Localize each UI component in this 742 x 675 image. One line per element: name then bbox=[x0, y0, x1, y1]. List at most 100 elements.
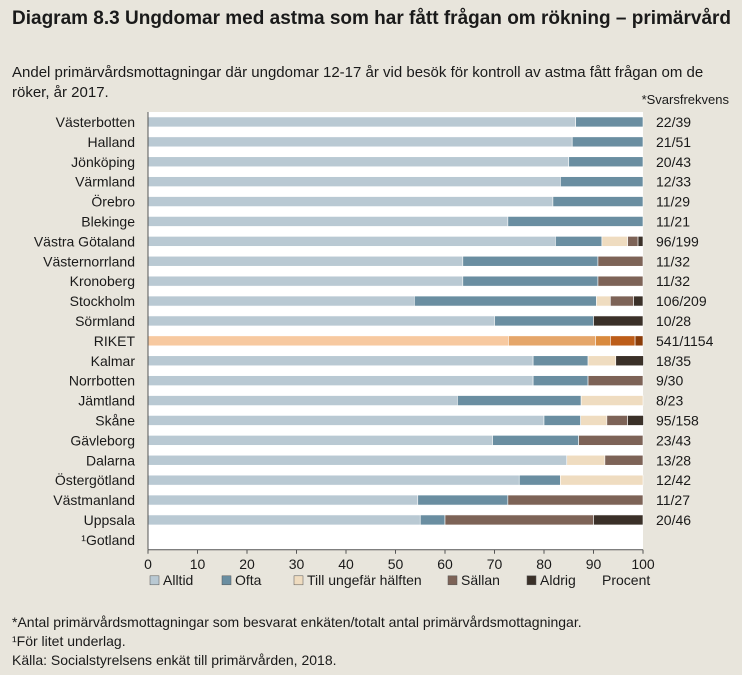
bar-västmanland-ofta bbox=[417, 494, 509, 506]
bar-skåne-sällan bbox=[606, 415, 628, 426]
response-rate-östergötland: 12/42 bbox=[656, 472, 691, 488]
bar-sörmland-aldrig bbox=[593, 315, 644, 327]
bar-jönköping-alltid bbox=[147, 156, 570, 168]
source-note: Källa: Socialstyrelsens enkät till primä… bbox=[12, 652, 337, 668]
bar-uppsala-aldrig bbox=[593, 514, 644, 526]
legend-label-sällan: Sällan bbox=[461, 572, 500, 588]
footnote-response-rate: *Antal primärvårdsmottagningar som besva… bbox=[12, 614, 582, 630]
bar-västra-götaland-ofta bbox=[555, 236, 603, 247]
x-tick-label-70: 70 bbox=[487, 556, 503, 572]
bar-norrbotten-alltid bbox=[147, 375, 534, 386]
bar-västerbotten-ofta bbox=[575, 116, 644, 128]
footnote-small-sample: ¹För litet underlag. bbox=[12, 633, 126, 649]
response-rate-västernorrland: 11/32 bbox=[656, 253, 690, 269]
bar-sörmland-alltid bbox=[147, 315, 495, 327]
bar-riket-ofta bbox=[508, 335, 596, 347]
x-tick-label-30: 30 bbox=[289, 556, 305, 572]
response-rate-dalarna: 13/28 bbox=[656, 452, 691, 468]
category-label-gävleborg: Gävleborg bbox=[70, 432, 135, 448]
x-tick-label-20: 20 bbox=[239, 556, 255, 572]
bar-uppsala-sällan bbox=[444, 514, 594, 526]
bar-riket-till-ungefär-hälften bbox=[595, 335, 611, 347]
x-tick-label-40: 40 bbox=[338, 556, 354, 572]
response-rate-gävleborg: 23/43 bbox=[656, 432, 691, 448]
x-axis-label: Procent bbox=[602, 572, 650, 588]
bar-halland-alltid bbox=[147, 136, 573, 148]
bar-sörmland-ofta bbox=[494, 315, 594, 327]
category-label-västernorrland: Västernorrland bbox=[43, 253, 135, 269]
response-rate-västra-götaland: 96/199 bbox=[656, 233, 699, 249]
legend-swatch-alltid bbox=[149, 575, 160, 586]
category-label-kalmar: Kalmar bbox=[91, 353, 136, 369]
bar-västernorrland-sällan bbox=[597, 255, 644, 267]
x-tick-label-80: 80 bbox=[536, 556, 552, 572]
category-label-uppsala: Uppsala bbox=[84, 512, 136, 528]
response-rate-värmland: 12/33 bbox=[656, 174, 691, 190]
legend-swatch-till-ungefär-hälften bbox=[293, 575, 304, 586]
category-label-norrbotten: Norrbotten bbox=[69, 373, 135, 389]
category-label-västra-götaland: Västra Götaland bbox=[34, 233, 135, 249]
response-rate-uppsala: 20/46 bbox=[656, 512, 691, 528]
x-tick-label-90: 90 bbox=[586, 556, 602, 572]
category-label-värmland: Värmland bbox=[75, 174, 135, 190]
response-rate-header: *Svarsfrekvens bbox=[642, 92, 730, 107]
bar-blekinge-ofta bbox=[507, 216, 644, 227]
x-tick-label-60: 60 bbox=[437, 556, 453, 572]
bar-jönköping-ofta bbox=[568, 156, 644, 168]
bar-norrbotten-sällan bbox=[587, 375, 644, 386]
bar-västra-götaland-sällan bbox=[627, 236, 639, 247]
bar-skåne-till-ungefär-hälften bbox=[580, 415, 608, 426]
category-label-skåne: Skåne bbox=[95, 412, 135, 428]
category-label-dalarna: Dalarna bbox=[86, 452, 135, 468]
bar-västmanland-alltid bbox=[147, 494, 419, 506]
bar-jämtland-ofta bbox=[457, 395, 582, 406]
category-label-jönköping: Jönköping bbox=[71, 154, 135, 170]
category-label-kronoberg: Kronoberg bbox=[70, 273, 135, 289]
x-tick-label-100: 100 bbox=[631, 556, 655, 572]
bar-stockholm-ofta bbox=[414, 295, 597, 307]
chart-subtitle: Andel primärvårdsmottagningar där ungdom… bbox=[12, 64, 704, 101]
bar-kalmar-till-ungefär-hälften bbox=[587, 355, 617, 367]
bar-dalarna-sällan bbox=[604, 454, 644, 466]
response-rate-riket: 541/1154 bbox=[656, 333, 714, 349]
bar-kronoberg-sällan bbox=[597, 275, 644, 287]
response-rate-blekinge: 11/21 bbox=[656, 213, 690, 229]
response-rate-västmanland: 11/27 bbox=[656, 492, 690, 508]
response-rate-kronoberg: 11/32 bbox=[656, 273, 690, 289]
category-label-blekinge: Blekinge bbox=[81, 213, 135, 229]
bar-värmland-alltid bbox=[147, 176, 561, 187]
bar-stockholm-aldrig bbox=[633, 295, 644, 307]
response-rate-västerbotten: 22/39 bbox=[656, 114, 691, 130]
bar-halland-ofta bbox=[571, 136, 644, 148]
category-label-stockholm: Stockholm bbox=[70, 293, 135, 309]
response-rate-jämtland: 8/23 bbox=[656, 393, 683, 409]
legend-label-till-ungefär-hälften: Till ungefär hälften bbox=[307, 572, 422, 588]
bar-norrbotten-ofta bbox=[532, 375, 589, 386]
bar-västmanland-sällan bbox=[507, 494, 644, 506]
response-rate-norrbotten: 9/30 bbox=[656, 373, 683, 389]
response-rate-kalmar: 18/35 bbox=[656, 353, 691, 369]
bar-kalmar-alltid bbox=[147, 355, 534, 367]
bar-skåne-alltid bbox=[147, 415, 545, 426]
bar-västra-götaland-aldrig bbox=[637, 236, 644, 247]
bar-uppsala-ofta bbox=[419, 514, 446, 526]
category-label-gotland: ¹Gotland bbox=[81, 532, 135, 548]
x-tick-label-0: 0 bbox=[144, 556, 152, 572]
bar-örebro-ofta bbox=[552, 196, 644, 207]
bar-örebro-alltid bbox=[147, 196, 554, 207]
bar-västernorrland-alltid bbox=[147, 255, 464, 267]
bar-stockholm-sällan bbox=[610, 295, 634, 307]
x-tick-label-10: 10 bbox=[190, 556, 206, 572]
bar-dalarna-alltid bbox=[147, 454, 568, 466]
bar-kronoberg-alltid bbox=[147, 275, 464, 287]
bar-östergötland-alltid bbox=[147, 474, 520, 486]
bar-kalmar-aldrig bbox=[615, 355, 644, 367]
bar-östergötland-ofta bbox=[518, 474, 561, 486]
legend-swatch-sällan bbox=[447, 575, 458, 586]
response-rate-stockholm: 106/209 bbox=[656, 293, 707, 309]
bar-västernorrland-ofta bbox=[462, 255, 599, 267]
bar-värmland-ofta bbox=[560, 176, 644, 187]
response-rate-jönköping: 20/43 bbox=[656, 154, 691, 170]
bar-skåne-aldrig bbox=[627, 415, 644, 426]
